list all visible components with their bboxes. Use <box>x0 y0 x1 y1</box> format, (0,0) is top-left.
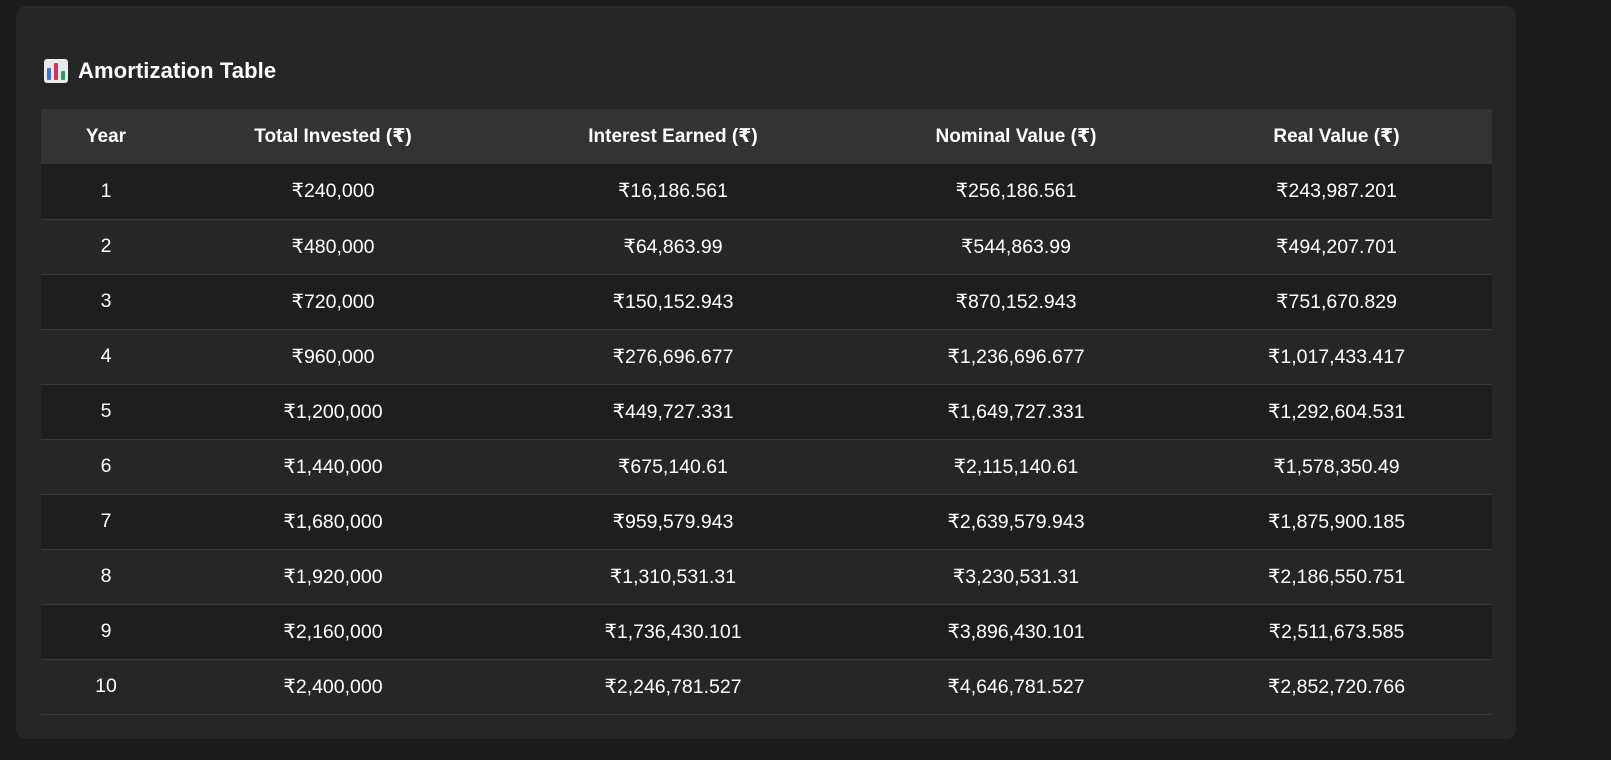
cell-interest-earned: ₹2,246,781.527 <box>604 675 742 698</box>
column-header-total-invested: Total Invested (₹) <box>254 126 412 147</box>
cell-real-value: ₹2,852,720.766 <box>1267 675 1406 698</box>
cell-nominal-value: ₹256,186.561 <box>955 180 1077 203</box>
amortization-table-container: Year Total Invested (₹) Interest Earned … <box>41 109 1492 715</box>
table-header: Year Total Invested (₹) Interest Earned … <box>41 109 1492 164</box>
cell-real-value: ₹2,186,550.751 <box>1267 565 1406 588</box>
cell-nominal-value: ₹2,639,579.943 <box>947 510 1085 533</box>
cell-year: 3 <box>100 290 112 312</box>
table-row: 5 ₹1,200,000 ₹449,727.331 ₹1,649,727.331 ₹1,… <box>41 384 1492 439</box>
table-row: 2 ₹480,000 ₹64,863.99 ₹544,863.99 ₹494,207.7… <box>41 219 1492 274</box>
cell-real-value: ₹1,875,900.185 <box>1267 510 1406 533</box>
cell-nominal-value: ₹3,230,531.31 <box>952 565 1080 588</box>
cell-nominal-value: ₹1,236,696.677 <box>947 345 1085 368</box>
table-row: 7 ₹1,680,000 ₹959,579.943 ₹2,639,579.943 ₹1,… <box>41 494 1492 549</box>
table-row: 9 ₹2,160,000 ₹1,736,430.101 ₹3,896,430.101 ₹… <box>41 604 1492 659</box>
cell-total-invested: ₹960,000 <box>291 345 375 368</box>
table-row: 3 ₹720,000 ₹150,152.943 ₹870,152.943 ₹751,67… <box>41 274 1492 329</box>
cell-total-invested: ₹2,160,000 <box>283 620 383 643</box>
cell-year: 10 <box>95 675 117 697</box>
cell-real-value: ₹1,578,350.49 <box>1273 455 1400 478</box>
cell-total-invested: ₹1,920,000 <box>283 565 383 588</box>
cell-interest-earned: ₹1,310,531.31 <box>609 565 737 588</box>
cell-year: 9 <box>100 620 112 642</box>
cell-year: 6 <box>100 455 112 477</box>
column-header-nominal-value: Nominal Value (₹) <box>935 126 1097 147</box>
cell-nominal-value: ₹1,649,727.331 <box>947 400 1085 423</box>
cell-year: 2 <box>100 235 112 257</box>
cell-total-invested: ₹1,200,000 <box>283 400 383 423</box>
cell-total-invested: ₹480,000 <box>291 235 375 258</box>
column-header-real-value: Real Value (₹) <box>1273 126 1400 147</box>
cell-total-invested: ₹240,000 <box>291 180 375 203</box>
cell-real-value: ₹751,670.829 <box>1276 290 1397 313</box>
column-header-year: Year <box>85 125 127 147</box>
cell-nominal-value: ₹544,863.99 <box>960 235 1071 258</box>
cell-real-value: ₹494,207.701 <box>1276 235 1397 258</box>
cell-total-invested: ₹1,440,000 <box>283 455 383 478</box>
cell-interest-earned: ₹16,186.561 <box>617 180 728 203</box>
cell-nominal-value: ₹2,115,140.61 <box>953 455 1079 478</box>
column-header-interest-earned: Interest Earned (₹) <box>588 126 758 147</box>
cell-real-value: ₹2,511,673.585 <box>1268 620 1405 643</box>
cell-interest-earned: ₹675,140.61 <box>617 455 728 478</box>
cell-year: 7 <box>100 510 112 532</box>
table-header-row: Year Total Invested (₹) Interest Earned … <box>41 109 1492 164</box>
cell-total-invested: ₹1,680,000 <box>283 510 383 533</box>
table-row: 1 ₹240,000 ₹16,186.561 ₹256,186.561 ₹243,987… <box>41 164 1492 219</box>
cell-year: 4 <box>100 345 112 367</box>
cell-interest-earned: ₹276,696.677 <box>612 345 734 368</box>
table-body: 1 ₹240,000 ₹16,186.561 ₹256,186.561 ₹243,987… <box>41 164 1492 714</box>
cell-interest-earned: ₹449,727.331 <box>612 400 734 423</box>
cell-real-value: ₹1,017,433.417 <box>1267 345 1406 368</box>
table-row: 8 ₹1,920,000 ₹1,310,531.31 ₹3,230,531.31 ₹2,… <box>41 549 1492 604</box>
table-row: 6 ₹1,440,000 ₹675,140.61 ₹2,115,140.61 ₹1,57… <box>41 439 1492 494</box>
cell-year: 5 <box>100 400 112 422</box>
cell-interest-earned: ₹150,152.943 <box>612 290 734 313</box>
bar-chart-icon <box>44 59 68 83</box>
cell-nominal-value: ₹3,896,430.101 <box>947 620 1085 643</box>
cell-interest-earned: ₹959,579.943 <box>612 510 734 533</box>
table-row: 4 ₹960,000 ₹276,696.677 ₹1,236,696.677 ₹1,01… <box>41 329 1492 384</box>
cell-real-value: ₹243,987.201 <box>1276 180 1397 203</box>
section-heading: Amortization Table <box>44 56 276 86</box>
cell-year: 8 <box>100 565 112 587</box>
cell-interest-earned: ₹64,863.99 <box>623 235 723 258</box>
table-row: 10 ₹2,400,000 ₹2,246,781.527 ₹4,646,781.527… <box>41 659 1492 714</box>
amortization-card <box>16 6 1516 739</box>
section-title: Amortization Table <box>78 58 277 83</box>
cell-interest-earned: ₹1,736,430.101 <box>604 620 742 643</box>
cell-nominal-value: ₹4,646,781.527 <box>947 675 1085 698</box>
amortization-table: Year Total Invested (₹) Interest Earned … <box>41 109 1492 715</box>
cell-nominal-value: ₹870,152.943 <box>955 290 1077 313</box>
cell-year: 1 <box>100 179 112 202</box>
cell-total-invested: ₹2,400,000 <box>283 675 383 698</box>
cell-real-value: ₹1,292,604.531 <box>1267 400 1406 423</box>
cell-total-invested: ₹720,000 <box>291 290 375 313</box>
